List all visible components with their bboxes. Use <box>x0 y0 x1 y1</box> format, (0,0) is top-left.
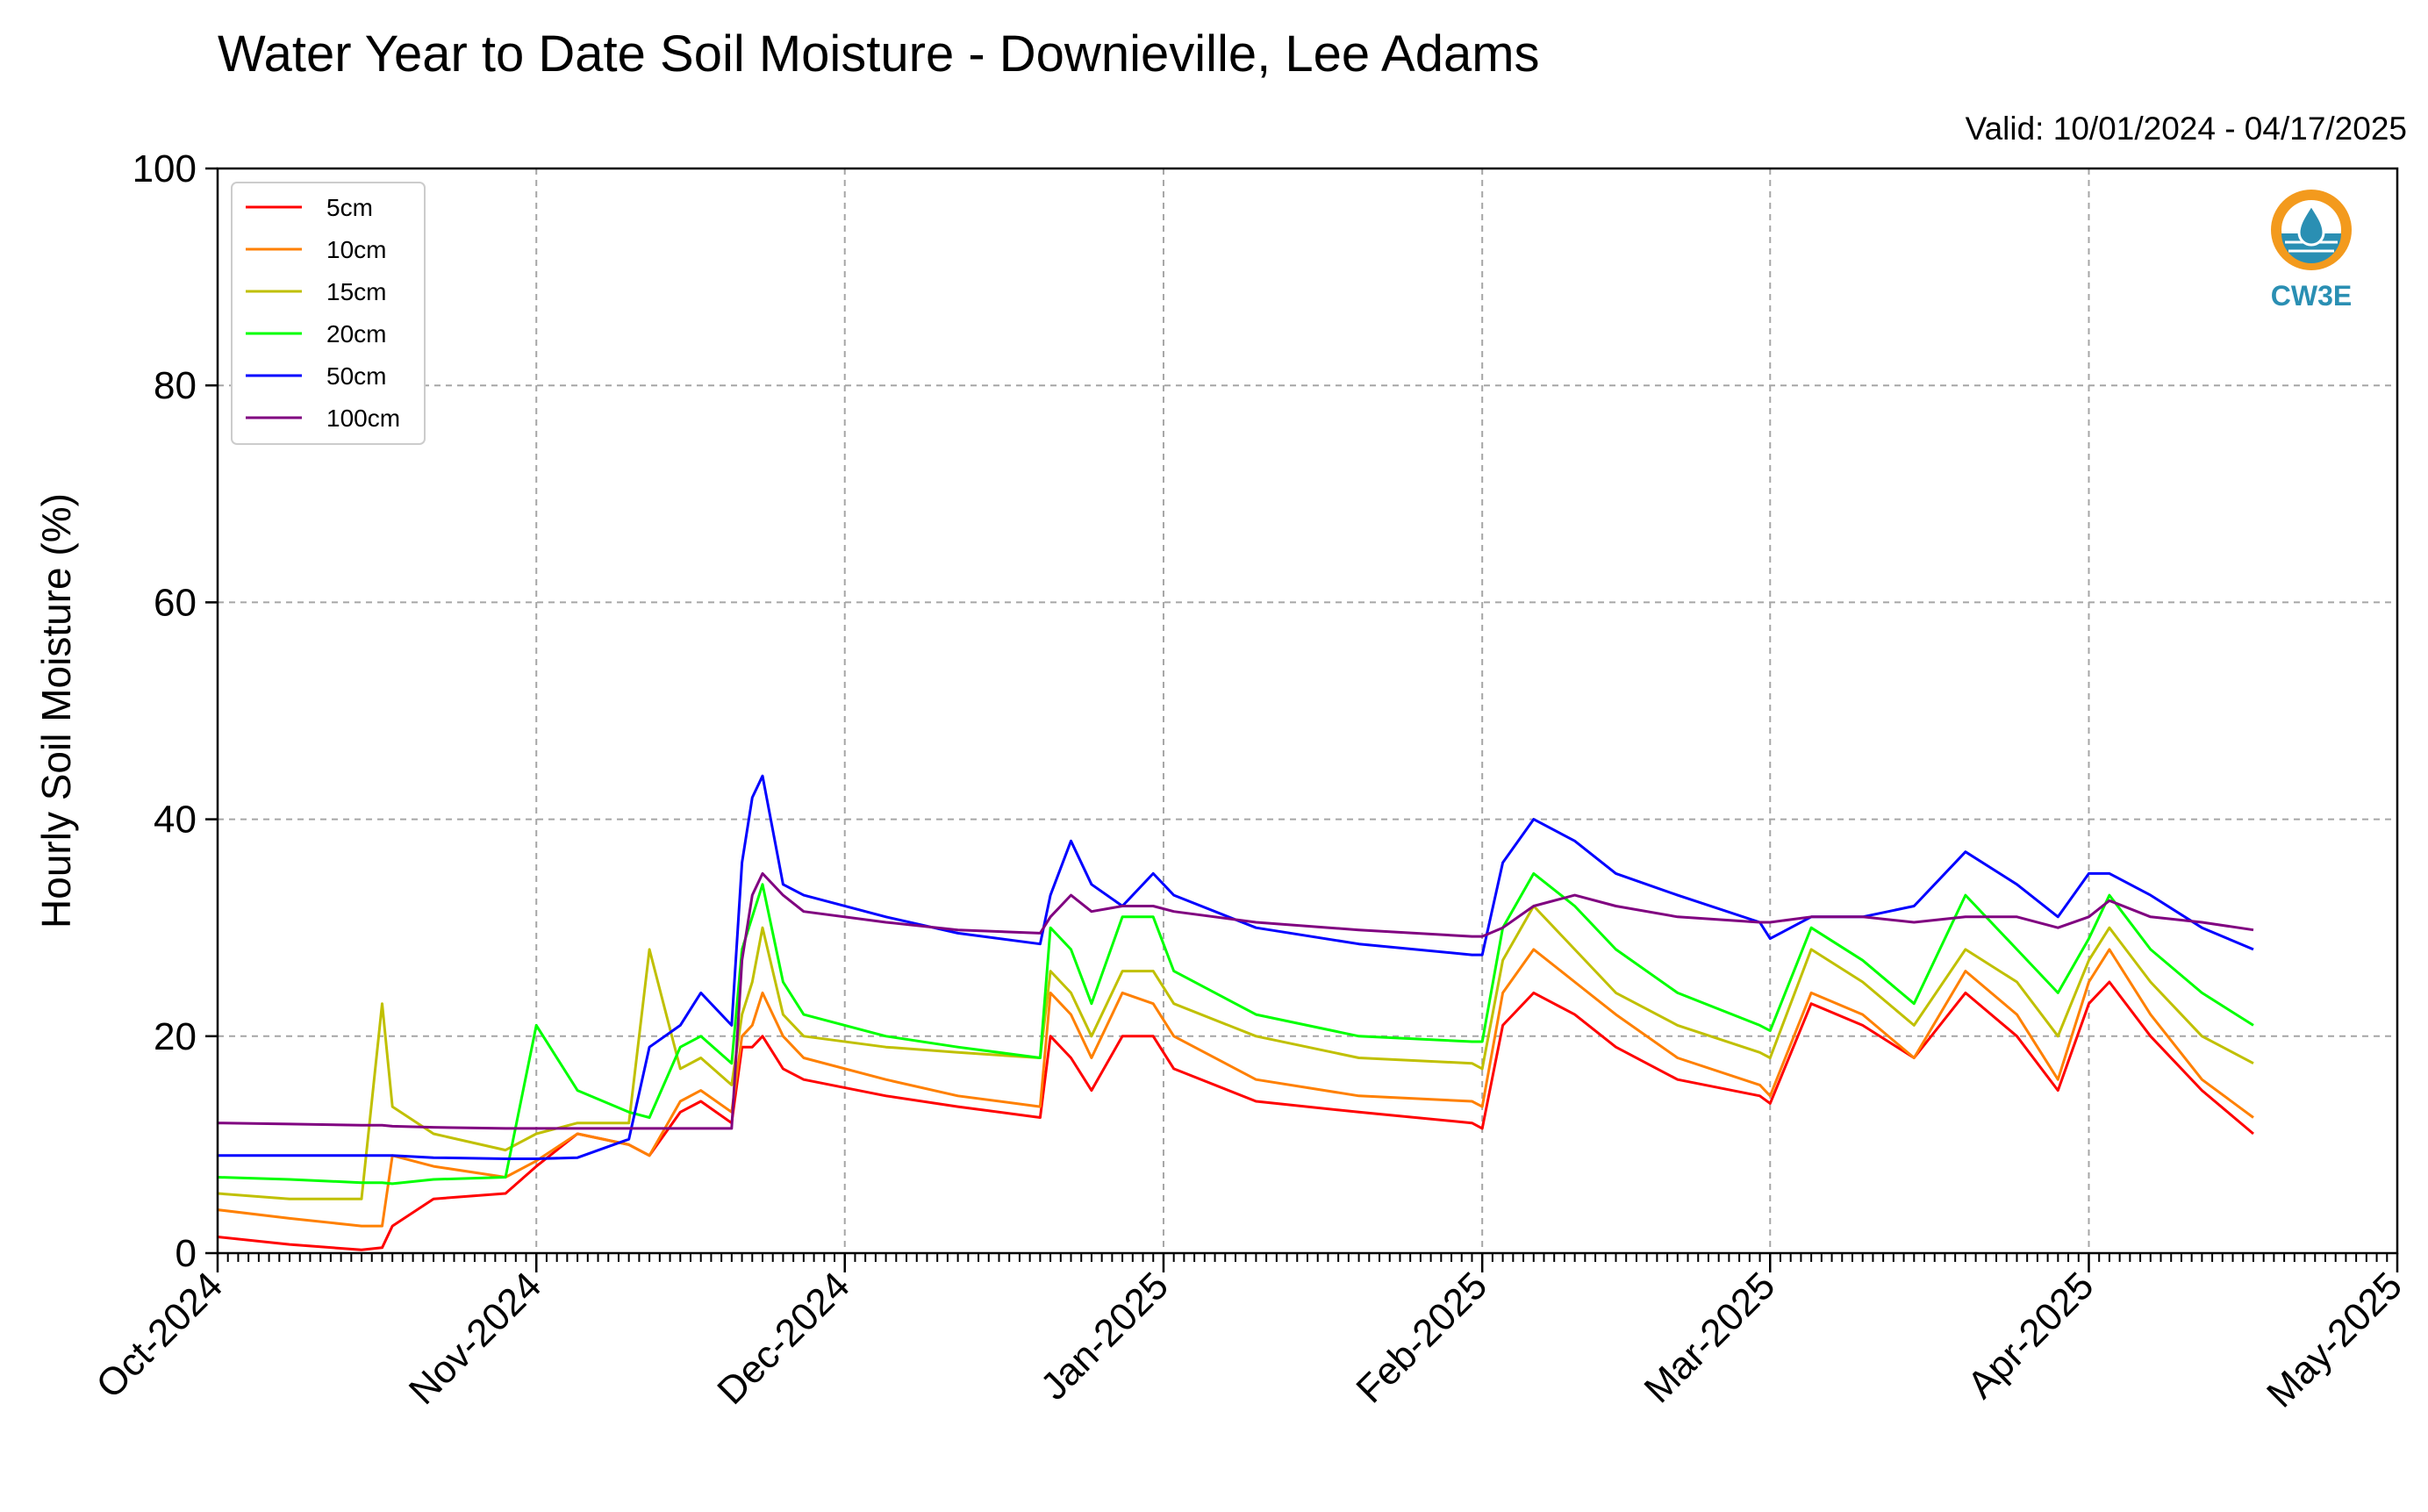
x-tick-label: Feb-2025 <box>1348 1264 1495 1411</box>
x-tick-label: May-2025 <box>2259 1264 2410 1415</box>
series-line-50cm <box>218 774 2254 1160</box>
y-tick-label: 20 <box>154 1015 197 1058</box>
y-tick-label: 0 <box>175 1232 197 1275</box>
y-tick-label: 80 <box>154 364 197 407</box>
grid-lines <box>218 168 2397 1253</box>
legend-label: 5cm <box>326 194 373 221</box>
x-tick-label: Mar-2025 <box>1637 1264 1784 1411</box>
axis-ticks <box>205 167 2399 1272</box>
x-tick-label: Oct-2024 <box>88 1264 231 1407</box>
series-line-15cm <box>217 905 2254 1200</box>
x-tick-label: Apr-2025 <box>1959 1264 2102 1407</box>
logo-text: CW3E <box>2271 280 2352 312</box>
series-line-20cm <box>217 871 2254 1186</box>
legend-label: 50cm <box>326 362 386 390</box>
chart-title: Water Year to Date Soil Moisture - Downi… <box>218 25 1540 82</box>
legend-label: 100cm <box>326 405 400 432</box>
chart-subtitle: Valid: 10/01/2024 - 04/17/2025 <box>1965 111 2407 147</box>
water-drop-icon <box>2297 203 2325 247</box>
legend-label: 10cm <box>326 236 386 263</box>
y-tick-label: 40 <box>154 799 197 842</box>
legend-label: 20cm <box>326 320 386 348</box>
series-lines <box>217 774 2254 1251</box>
cw3e-logo: CW3E <box>2271 190 2352 312</box>
series-line-10cm <box>217 948 2254 1228</box>
legend-label: 15cm <box>326 278 386 305</box>
y-tick-label: 100 <box>133 147 197 190</box>
x-tick-label: Nov-2024 <box>401 1264 550 1413</box>
tick-labels: 0 20 40 60 80 100 Oct-2024 Nov-2024 Dec-2024 Jan-… <box>88 147 2410 1415</box>
series-line-100cm <box>217 871 2254 1130</box>
x-tick-label: Dec-2024 <box>709 1264 858 1413</box>
x-tick-label: Jan-2025 <box>1033 1264 1177 1408</box>
y-axis-title: Hourly Soil Moisture (%) <box>33 493 79 928</box>
plot-frame <box>216 167 2399 1255</box>
y-tick-label: 60 <box>154 581 197 624</box>
series-line-5cm <box>217 980 2254 1251</box>
legend: 5cm 10cm 15cm 20cm 50cm 100cm <box>231 182 426 445</box>
